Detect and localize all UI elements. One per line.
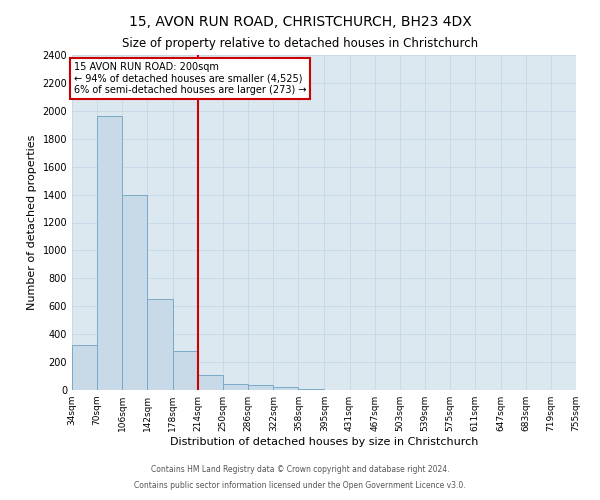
Bar (248, 385, 274, 390)
Bar (223, 384, 248, 390)
Bar (122, 194, 148, 390)
Text: 15 AVON RUN ROAD: 200sqm
← 94% of detached houses are smaller (4,525)
6% of semi: 15 AVON RUN ROAD: 200sqm ← 94% of detach… (74, 62, 307, 95)
Text: 15, AVON RUN ROAD, CHRISTCHURCH, BH23 4DX: 15, AVON RUN ROAD, CHRISTCHURCH, BH23 4D… (128, 15, 472, 29)
Bar (173, 351, 198, 390)
Bar (72, 346, 97, 390)
Text: Size of property relative to detached houses in Christchurch: Size of property relative to detached ho… (122, 38, 478, 51)
Bar (274, 387, 298, 390)
Bar (298, 388, 325, 390)
Text: Contains public sector information licensed under the Open Government Licence v3: Contains public sector information licen… (134, 480, 466, 490)
Bar (148, 300, 173, 390)
Bar (198, 376, 223, 390)
X-axis label: Distribution of detached houses by size in Christchurch: Distribution of detached houses by size … (170, 437, 478, 447)
Y-axis label: Number of detached properties: Number of detached properties (27, 135, 37, 310)
Bar (97, 116, 122, 390)
Text: Contains HM Land Registry data © Crown copyright and database right 2024.: Contains HM Land Registry data © Crown c… (151, 466, 449, 474)
